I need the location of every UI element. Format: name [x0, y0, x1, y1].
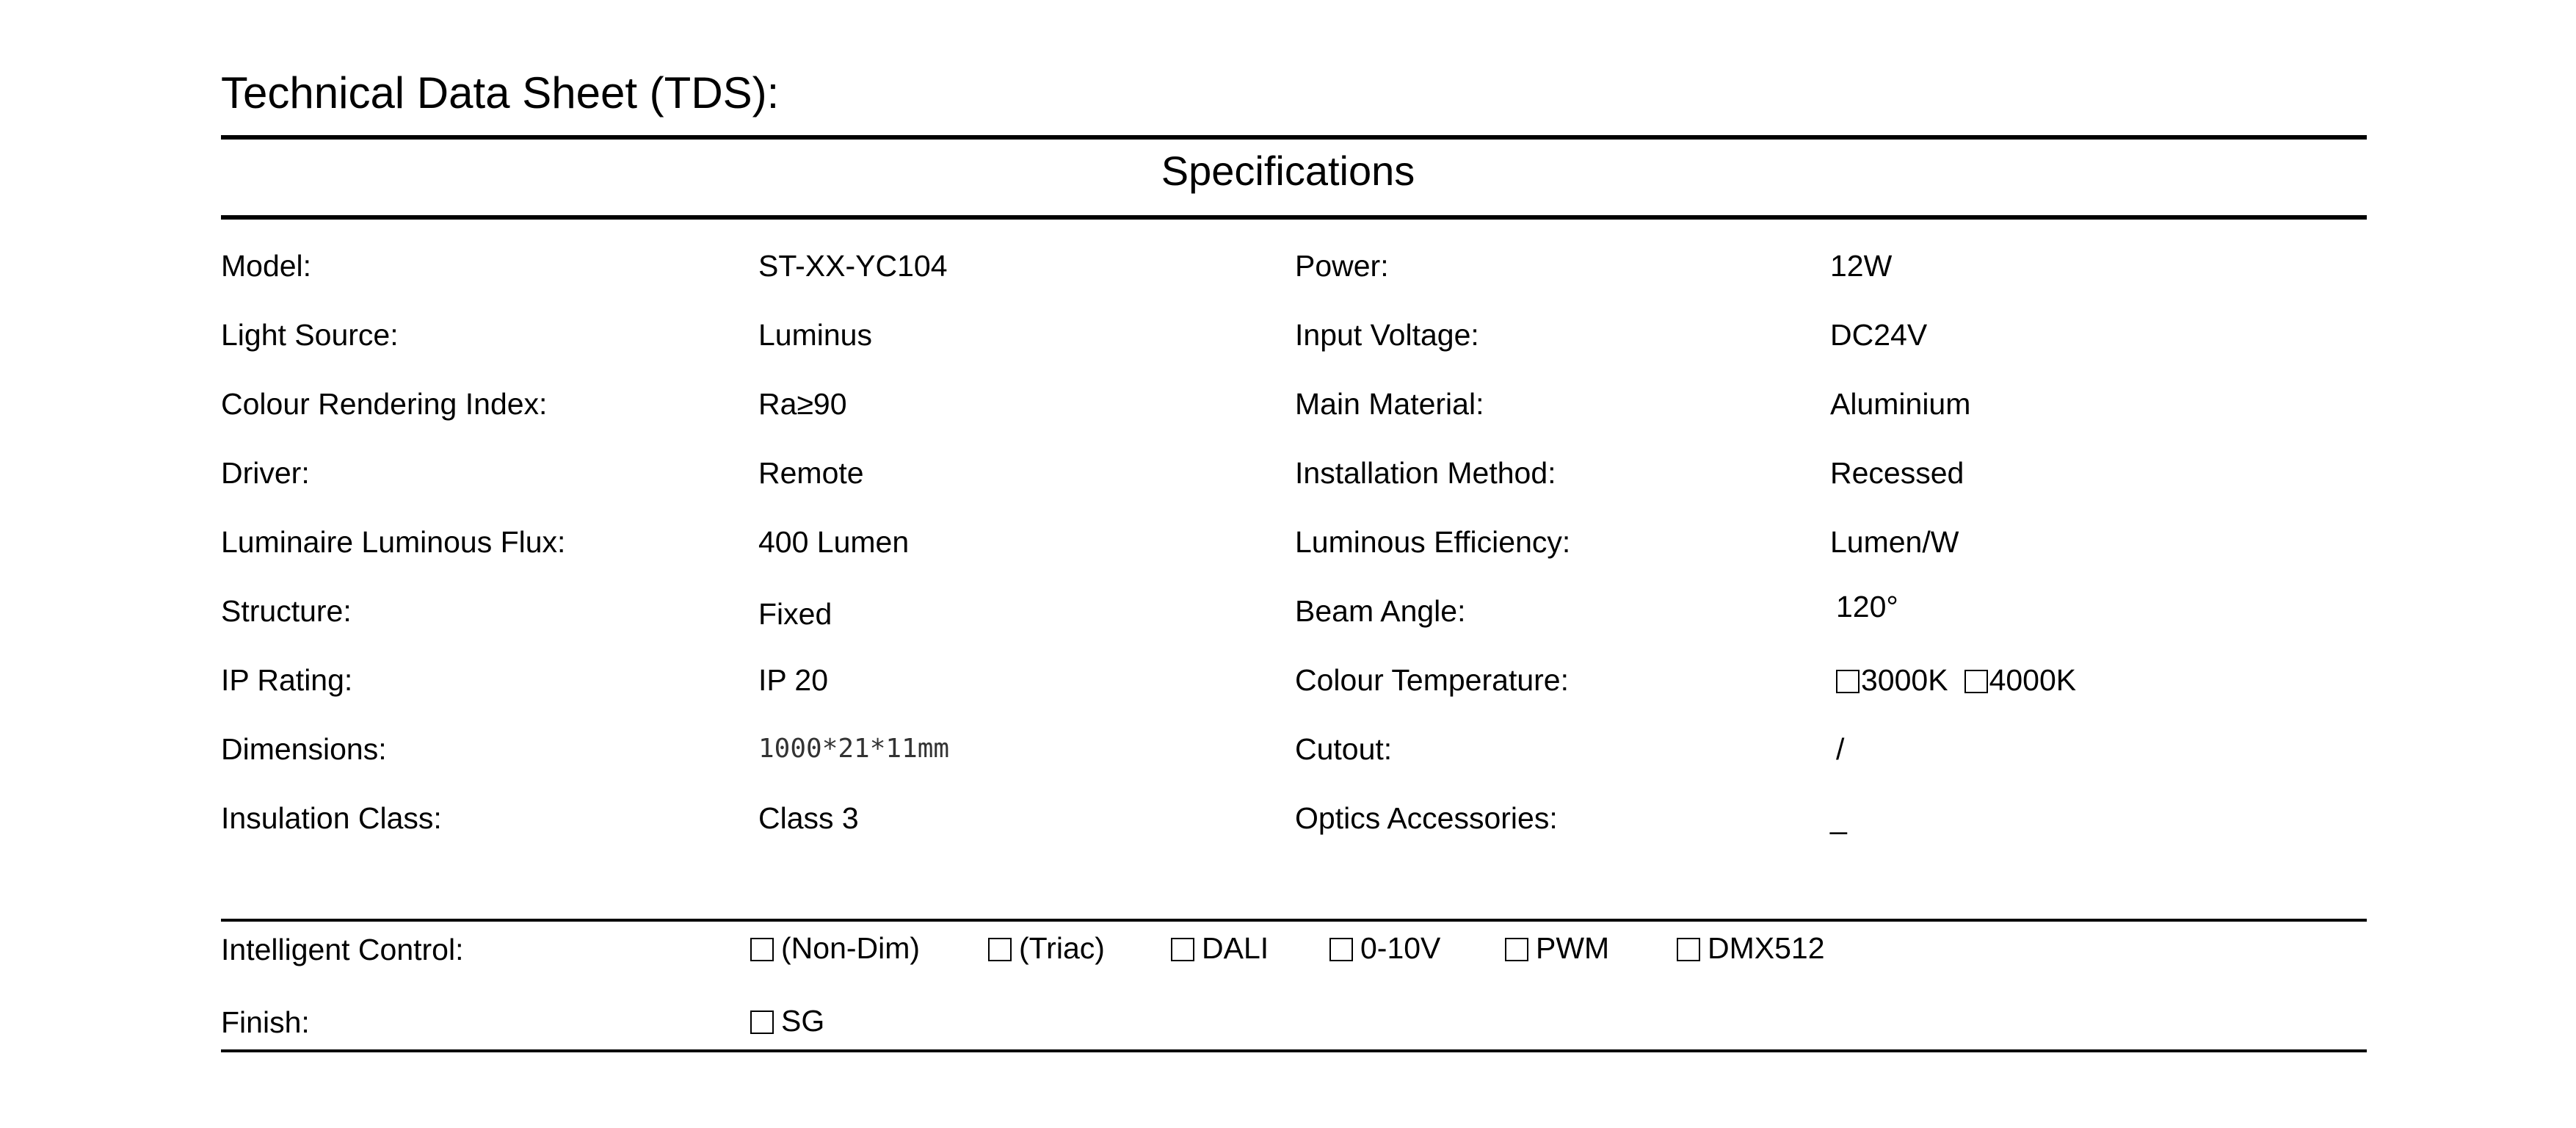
divider [221, 135, 2367, 140]
spec-label: Model: [221, 249, 312, 283]
spec-label: Optics Accessories: [1295, 801, 1558, 835]
option-dmx512[interactable]: DMX512 [1677, 931, 1825, 966]
spec-value: Class 3 [758, 801, 859, 835]
spec-value: Aluminium [1830, 387, 1971, 421]
intelligent-control-label: Intelligent Control: [221, 933, 464, 966]
option-label: (Non-Dim) [781, 931, 921, 965]
spec-label: Main Material: [1295, 387, 1484, 421]
checkbox-icon[interactable] [1329, 938, 1353, 961]
spec-value: 120° [1836, 590, 1898, 623]
spec-label: Power: [1295, 249, 1389, 283]
option-non-dim[interactable]: (Non-Dim) [750, 931, 920, 966]
colour-temperature-options: 3000K 4000K [1836, 662, 2092, 698]
option-pwm[interactable]: PWM [1505, 931, 1609, 966]
option-label: PWM [1536, 931, 1610, 965]
checkbox-icon[interactable] [1964, 670, 1988, 693]
spec-value: IP 20 [758, 663, 828, 697]
spec-label: Structure: [221, 594, 352, 628]
spec-value: Ra≥90 [758, 387, 847, 421]
spec-value: 1000*21*11mm [758, 734, 950, 764]
spec-label: Driver: [221, 456, 310, 490]
option-label: DMX512 [1708, 931, 1825, 965]
finish-label: Finish: [221, 1005, 310, 1039]
spec-label: Beam Angle: [1295, 594, 1466, 628]
divider [221, 215, 2367, 220]
spec-label: Light Source: [221, 318, 399, 352]
colour-temp-checkbox-4000k[interactable]: 4000K [1964, 663, 2077, 697]
checkbox-icon[interactable] [1836, 670, 1860, 693]
checkbox-icon[interactable] [1677, 938, 1700, 961]
divider [221, 1049, 2367, 1052]
option-sg[interactable]: SG [750, 1004, 824, 1038]
spec-value: Fixed [758, 597, 832, 631]
spec-value: Recessed [1830, 456, 1964, 490]
divider [221, 919, 2367, 922]
spec-label: Luminaire Luminous Flux: [221, 525, 566, 559]
spec-label: Installation Method: [1295, 456, 1556, 490]
checkbox-icon[interactable] [988, 938, 1012, 961]
spec-label: Cutout: [1295, 732, 1393, 766]
spec-value: DC24V [1830, 318, 1928, 352]
page-title: Technical Data Sheet (TDS): [221, 68, 780, 118]
option-label: 0-10V [1360, 931, 1441, 965]
spec-value: 12W [1830, 249, 1893, 283]
spec-value: Luminus [758, 318, 872, 352]
option-dali[interactable]: DALI [1171, 931, 1269, 966]
spec-value: / [1836, 732, 1845, 766]
spec-value: Remote [758, 456, 864, 490]
checkbox-icon[interactable] [1171, 938, 1194, 961]
section-title: Specifications [1161, 148, 1415, 194]
spec-label: Input Voltage: [1295, 318, 1479, 352]
checkbox-icon[interactable] [750, 1010, 774, 1034]
spec-value: 400 Lumen [758, 525, 910, 559]
spec-label: Dimensions: [221, 732, 387, 766]
spec-label: Colour Temperature: [1295, 663, 1569, 697]
option-label: 4000K [1989, 663, 2077, 697]
option-label: 3000K [1861, 663, 1948, 697]
spec-label: Luminous Efficiency: [1295, 525, 1571, 559]
option-triac[interactable]: (Triac) [988, 931, 1105, 966]
spec-value: Lumen/W [1830, 525, 1959, 559]
spec-label: Insulation Class: [221, 801, 442, 835]
spec-label: Colour Rendering Index: [221, 387, 548, 421]
spec-value: ST-XX-YC104 [758, 249, 948, 283]
checkbox-icon[interactable] [1505, 938, 1528, 961]
spec-value: _ [1830, 801, 1847, 835]
spec-label: IP Rating: [221, 663, 353, 697]
option-label: DALI [1202, 931, 1269, 965]
option-label: SG [781, 1004, 825, 1038]
option-label: (Triac) [1019, 931, 1105, 965]
option-0-10v[interactable]: 0-10V [1329, 931, 1440, 966]
checkbox-icon[interactable] [750, 938, 774, 961]
colour-temp-checkbox-3000k[interactable]: 3000K [1836, 663, 1948, 697]
